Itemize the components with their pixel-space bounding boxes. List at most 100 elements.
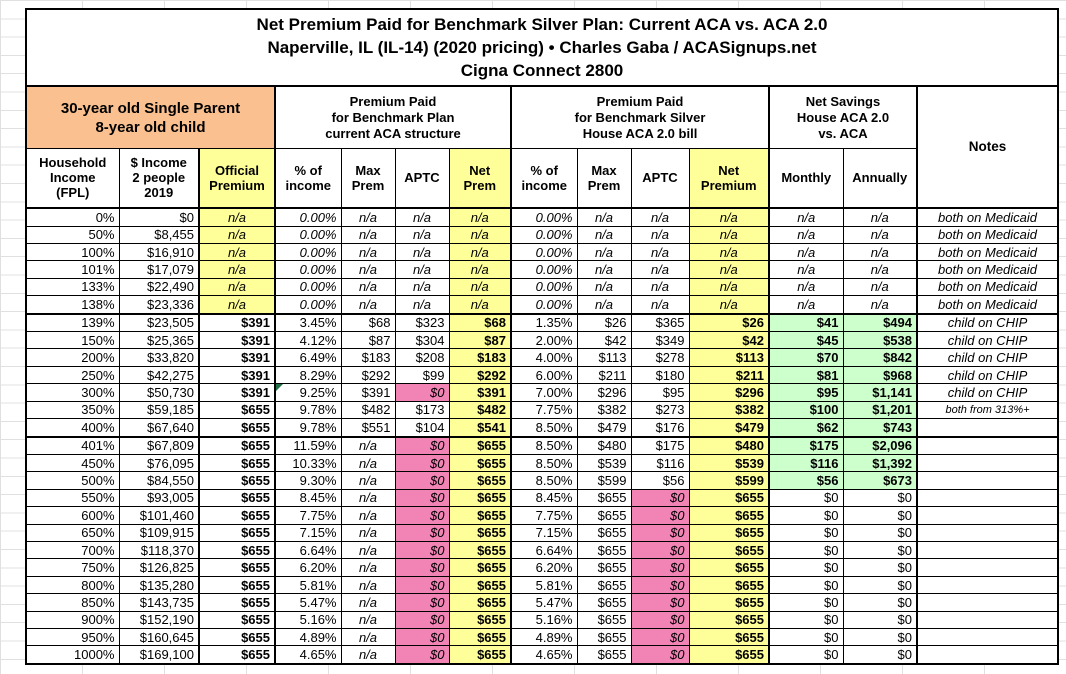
note-cell[interactable]: child on CHIP [916, 331, 1059, 350]
savings-monthly-cell[interactable]: n/a [768, 277, 844, 297]
aca2-pct-income-cell[interactable]: 8.50% [510, 453, 578, 473]
aca-pct-income-cell[interactable]: 9.78% [274, 400, 342, 420]
savings-monthly-cell[interactable]: n/a [768, 225, 844, 244]
savings-annually-cell[interactable]: $0 [842, 540, 918, 560]
savings-annually-cell[interactable]: n/a [842, 277, 918, 297]
income-cell[interactable]: $93,005 [118, 488, 200, 508]
aca-net-prem-cell[interactable]: $482 [448, 400, 512, 420]
aca2-max-prem-cell[interactable]: $382 [576, 400, 632, 420]
aca2-aptc-cell[interactable]: n/a [630, 295, 690, 315]
note-cell[interactable]: child on CHIP [916, 383, 1059, 402]
aca2-net-premium-cell[interactable]: $655 [688, 610, 770, 630]
aca-pct-income-cell[interactable]: 0.00% [274, 260, 342, 279]
note-cell[interactable]: both on Medicaid [916, 260, 1059, 279]
aca-max-prem-cell[interactable]: $68 [340, 313, 396, 333]
aca2-aptc-cell[interactable]: $175 [630, 436, 690, 455]
aca2-aptc-cell[interactable]: $0 [630, 575, 690, 595]
note-cell[interactable] [916, 593, 1059, 612]
official-premium-cell[interactable]: $655 [198, 558, 276, 577]
aca-aptc-cell[interactable]: $0 [394, 558, 450, 577]
aca2-pct-income-cell[interactable]: 8.50% [510, 418, 578, 438]
official-premium-cell[interactable]: n/a [198, 225, 276, 244]
note-cell[interactable]: both from 313%+ [916, 400, 1059, 420]
fpl-cell[interactable]: 50% [25, 225, 120, 244]
aca2-aptc-cell[interactable]: $0 [630, 628, 690, 647]
savings-annually-cell[interactable]: $0 [842, 575, 918, 595]
aca2-pct-income-cell[interactable]: 0.00% [510, 295, 578, 315]
fpl-cell[interactable]: 200% [25, 348, 120, 367]
aca-aptc-cell[interactable]: $0 [394, 488, 450, 508]
aca-max-prem-cell[interactable]: $391 [340, 383, 396, 402]
aca-net-prem-cell[interactable]: $655 [448, 628, 512, 647]
aca2-net-premium-cell[interactable]: $655 [688, 506, 770, 525]
aca2-net-premium-cell[interactable]: n/a [688, 225, 770, 244]
aca-pct-income-cell[interactable]: 0.00% [274, 277, 342, 297]
aca2-aptc-cell[interactable]: $176 [630, 418, 690, 438]
col-header-fpl[interactable]: Household Income (FPL) [25, 147, 120, 210]
aca2-aptc-cell[interactable]: $273 [630, 400, 690, 420]
aca2-net-premium-cell[interactable]: n/a [688, 207, 770, 227]
aca-pct-income-cell[interactable]: 0.00% [274, 207, 342, 227]
aca-max-prem-cell[interactable]: n/a [340, 260, 396, 279]
aca-aptc-cell[interactable]: $0 [394, 540, 450, 560]
fpl-cell[interactable]: 401% [25, 436, 120, 455]
aca2-net-premium-cell[interactable]: n/a [688, 242, 770, 262]
aca-net-prem-cell[interactable]: n/a [448, 295, 512, 315]
aca-pct-income-cell[interactable]: 7.75% [274, 506, 342, 525]
aca-aptc-cell[interactable]: $323 [394, 313, 450, 333]
note-cell[interactable] [916, 540, 1059, 560]
note-cell[interactable]: child on CHIP [916, 348, 1059, 367]
aca2-aptc-cell[interactable]: $278 [630, 348, 690, 367]
official-premium-cell[interactable]: $655 [198, 610, 276, 630]
aca2-net-premium-cell[interactable]: n/a [688, 295, 770, 315]
savings-monthly-cell[interactable]: n/a [768, 295, 844, 315]
note-cell[interactable]: child on CHIP [916, 313, 1059, 333]
aca2-pct-income-cell[interactable]: 6.00% [510, 365, 578, 385]
fpl-cell[interactable]: 450% [25, 453, 120, 473]
savings-annually-cell[interactable]: $1,141 [842, 383, 918, 402]
fpl-cell[interactable]: 700% [25, 540, 120, 560]
aca-pct-income-cell[interactable]: 5.47% [274, 593, 342, 612]
aca2-net-premium-cell[interactable]: $26 [688, 313, 770, 333]
aca2-aptc-cell[interactable]: $365 [630, 313, 690, 333]
aca2-pct-income-cell[interactable]: 0.00% [510, 277, 578, 297]
official-premium-cell[interactable]: $655 [198, 523, 276, 542]
income-cell[interactable]: $67,640 [118, 418, 200, 438]
savings-monthly-cell[interactable]: $116 [768, 453, 844, 473]
aca-aptc-cell[interactable]: n/a [394, 260, 450, 279]
income-cell[interactable]: $160,645 [118, 628, 200, 647]
aca2-net-premium-cell[interactable]: $655 [688, 593, 770, 612]
aca-net-prem-cell[interactable]: $655 [448, 506, 512, 525]
fpl-cell[interactable]: 150% [25, 331, 120, 350]
income-cell[interactable]: $17,079 [118, 260, 200, 279]
savings-annually-cell[interactable]: $0 [842, 628, 918, 647]
aca-net-prem-cell[interactable]: $655 [448, 558, 512, 577]
aca2-net-premium-cell[interactable]: $599 [688, 471, 770, 490]
savings-monthly-cell[interactable]: n/a [768, 207, 844, 227]
income-cell[interactable]: $33,820 [118, 348, 200, 367]
aca2-pct-income-cell[interactable]: 6.64% [510, 540, 578, 560]
savings-monthly-cell[interactable]: $0 [768, 575, 844, 595]
savings-monthly-cell[interactable]: $0 [768, 628, 844, 647]
aca2-pct-income-cell[interactable]: 4.89% [510, 628, 578, 647]
savings-annually-cell[interactable]: n/a [842, 260, 918, 279]
savings-monthly-cell[interactable]: $81 [768, 365, 844, 385]
savings-annually-cell[interactable]: $2,096 [842, 436, 918, 455]
aca-max-prem-cell[interactable]: n/a [340, 453, 396, 473]
aca-max-prem-cell[interactable]: n/a [340, 558, 396, 577]
aca-max-prem-cell[interactable]: n/a [340, 628, 396, 647]
aca-max-prem-cell[interactable]: n/a [340, 242, 396, 262]
savings-annually-cell[interactable]: $842 [842, 348, 918, 367]
income-cell[interactable]: $25,365 [118, 331, 200, 350]
official-premium-cell[interactable]: $655 [198, 453, 276, 473]
aca-aptc-cell[interactable]: n/a [394, 295, 450, 315]
aca2-max-prem-cell[interactable]: $655 [576, 610, 632, 630]
aca2-pct-income-cell[interactable]: 0.00% [510, 242, 578, 262]
aca-net-prem-cell[interactable]: $655 [448, 540, 512, 560]
savings-monthly-cell[interactable]: $0 [768, 610, 844, 630]
note-cell[interactable] [916, 418, 1059, 438]
fpl-cell[interactable]: 750% [25, 558, 120, 577]
fpl-cell[interactable]: 0% [25, 207, 120, 227]
fpl-cell[interactable]: 139% [25, 313, 120, 333]
aca-net-prem-cell[interactable]: $183 [448, 348, 512, 367]
